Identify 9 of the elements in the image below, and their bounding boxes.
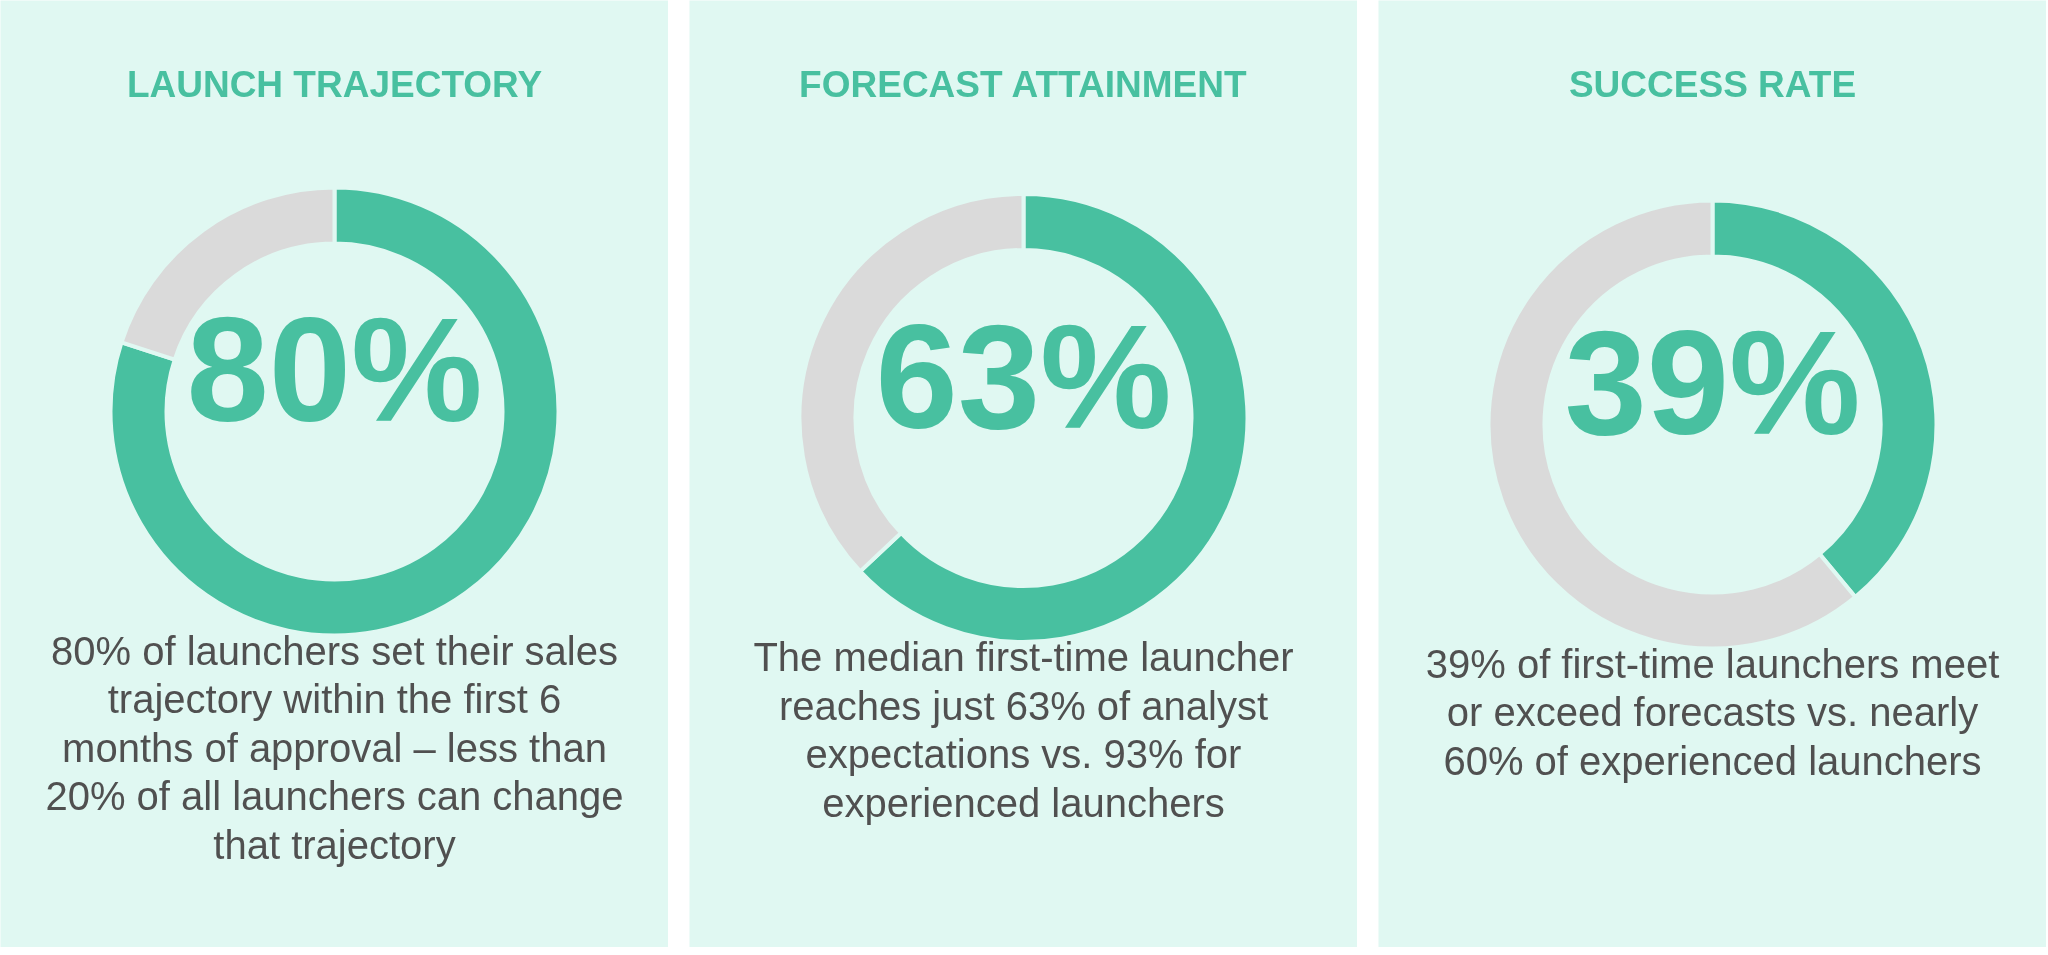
data-label: 39% xyxy=(1564,300,1861,465)
chart-title: SUCCESS RATE xyxy=(1568,64,1857,105)
text: The median first-time launcher reaches just 63% of analyst expectations vs. 93% for experienced launchers xyxy=(753,635,1294,825)
chart-title: FORECAST ATTAINMENT xyxy=(799,64,1247,105)
text: 39% of first-time launchers meet or exceed forecasts vs. nearly 60% of experienced launchers xyxy=(1425,641,2000,783)
data-label: 63% xyxy=(875,293,1172,459)
text: 80% of launchers set their sales trajectory within the first 6 months of approval – less than 20% of all launchers can change that trajectory xyxy=(45,628,624,867)
data-label: 80% xyxy=(186,287,483,452)
chart-title: LAUNCH TRAJECTORY xyxy=(126,64,543,105)
